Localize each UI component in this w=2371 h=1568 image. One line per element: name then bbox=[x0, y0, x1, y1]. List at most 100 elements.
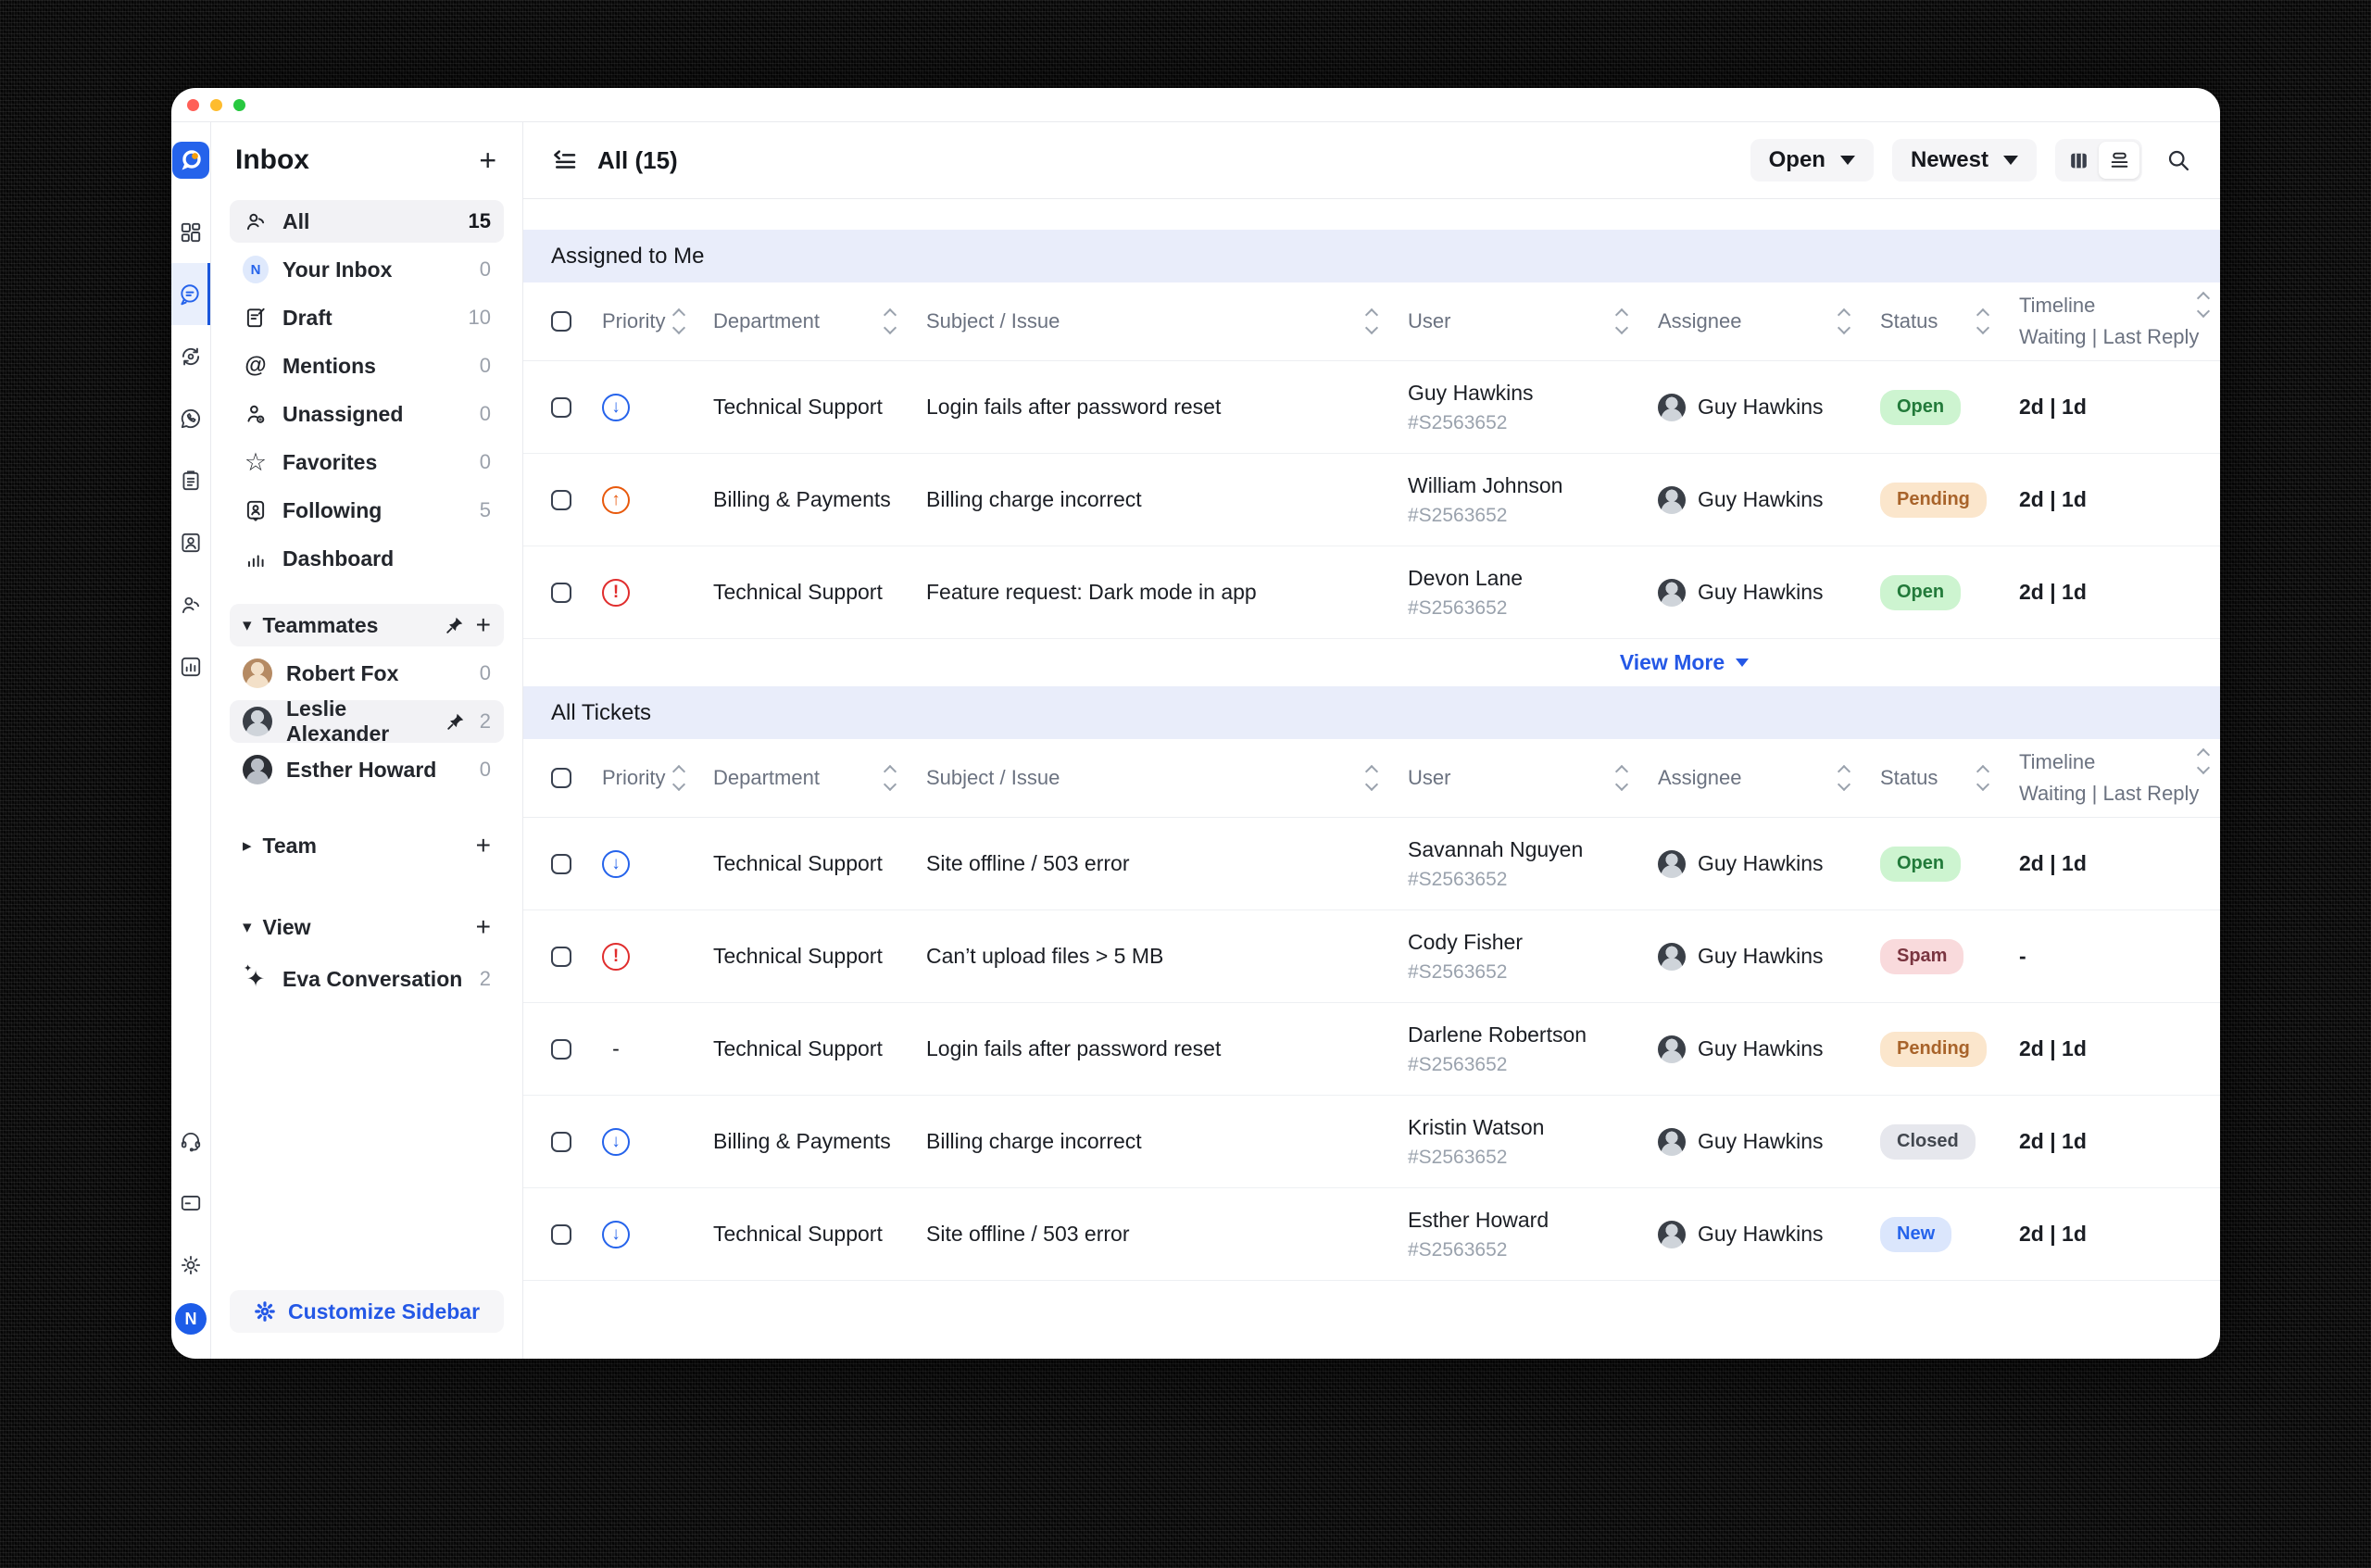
column-header-department[interactable]: Department bbox=[713, 766, 926, 790]
sidebar-item-draft[interactable]: Draft 10 bbox=[230, 296, 504, 339]
chevron-down-icon[interactable]: ▾ bbox=[243, 917, 252, 937]
add-teammate-button[interactable]: + bbox=[475, 610, 491, 639]
row-checkbox[interactable] bbox=[551, 1038, 571, 1060]
row-checkbox[interactable] bbox=[551, 946, 571, 967]
search-icon[interactable] bbox=[2163, 144, 2194, 176]
subject-cell[interactable]: Feature request: Dark mode in app bbox=[926, 580, 1257, 604]
ticket-row[interactable]: Technical Support Login fails after pass… bbox=[523, 1003, 2220, 1096]
column-header-subject[interactable]: Subject / Issue bbox=[926, 766, 1408, 790]
row-checkbox[interactable] bbox=[551, 1131, 571, 1152]
sort-icon[interactable] bbox=[1839, 310, 1849, 332]
rail-automation-sync-icon[interactable] bbox=[171, 325, 210, 387]
pin-icon[interactable] bbox=[445, 615, 465, 635]
subject-cell[interactable]: Login fails after password reset bbox=[926, 1036, 1222, 1060]
ticket-row[interactable]: Technical Support Can’t upload files > 5… bbox=[523, 910, 2220, 1003]
column-header-status[interactable]: Status bbox=[1880, 766, 2019, 790]
sort-icon[interactable] bbox=[885, 310, 895, 332]
row-checkbox[interactable] bbox=[551, 396, 571, 418]
rail-dashboard-grid-icon[interactable] bbox=[171, 201, 210, 263]
column-header-assignee[interactable]: Assignee bbox=[1658, 309, 1880, 333]
sidebar-item-dashboard[interactable]: Dashboard bbox=[230, 537, 504, 580]
subject-cell[interactable]: Billing charge incorrect bbox=[926, 487, 1142, 511]
ticket-row[interactable]: Technical Support Feature request: Dark … bbox=[523, 546, 2220, 639]
ticket-row[interactable]: Technical Support Login fails after pass… bbox=[523, 361, 2220, 454]
sort-icon[interactable] bbox=[674, 310, 684, 332]
sidebar-item-following[interactable]: Following 5 bbox=[230, 489, 504, 532]
column-header-user[interactable]: User bbox=[1408, 766, 1658, 790]
close-window-button[interactable] bbox=[187, 98, 199, 111]
subject-cell[interactable]: Can’t upload files > 5 MB bbox=[926, 944, 1164, 968]
sort-icon[interactable] bbox=[1978, 310, 1988, 332]
sidebar-item-your-inbox[interactable]: N Your Inbox 0 bbox=[230, 248, 504, 291]
sidebar-item-favorites[interactable]: ☆ Favorites 0 bbox=[230, 441, 504, 483]
ticket-row[interactable]: Billing & Payments Billing charge incorr… bbox=[523, 1096, 2220, 1188]
teammate-leslie-alexander[interactable]: Leslie Alexander 2 bbox=[230, 696, 504, 746]
sidebar-item-all[interactable]: All 15 bbox=[230, 200, 504, 243]
sort-icon[interactable] bbox=[1617, 767, 1626, 789]
sort-icon[interactable] bbox=[2199, 294, 2208, 316]
row-checkbox[interactable] bbox=[551, 489, 571, 510]
sort-order-dropdown[interactable]: Newest bbox=[1891, 139, 2037, 182]
select-all-checkbox[interactable] bbox=[551, 768, 571, 788]
sort-icon[interactable] bbox=[1617, 310, 1626, 332]
rail-teams-people-icon[interactable] bbox=[171, 573, 210, 635]
rail-settings-gear-icon[interactable] bbox=[171, 1234, 210, 1296]
add-inbox-button[interactable]: + bbox=[479, 144, 496, 177]
ticket-row[interactable]: Technical Support Site offline / 503 err… bbox=[523, 1188, 2220, 1281]
column-header-user[interactable]: User bbox=[1408, 309, 1658, 333]
row-checkbox[interactable] bbox=[551, 853, 571, 874]
app-logo-icon[interactable] bbox=[172, 142, 209, 179]
sidebar-item-eva-conversation[interactable]: ✦ Eva Conversation 2 bbox=[230, 958, 504, 1000]
rail-whatsapp-icon[interactable] bbox=[171, 387, 210, 449]
teammate-esther-howard[interactable]: Esther Howard 0 bbox=[230, 748, 504, 791]
sort-icon[interactable] bbox=[1978, 767, 1988, 789]
user-avatar[interactable]: N bbox=[175, 1303, 207, 1335]
sort-icon[interactable] bbox=[674, 767, 684, 789]
team-group-header[interactable]: ▸ Team + bbox=[243, 831, 491, 859]
add-view-button[interactable]: + bbox=[475, 912, 491, 941]
subject-cell[interactable]: Site offline / 503 error bbox=[926, 1222, 1130, 1246]
subject-cell[interactable]: Billing charge incorrect bbox=[926, 1129, 1142, 1153]
column-header-priority[interactable]: Priority bbox=[602, 766, 713, 790]
rail-tasks-clipboard-icon[interactable] bbox=[171, 449, 210, 511]
add-team-button[interactable]: + bbox=[475, 831, 491, 859]
chevron-down-icon[interactable]: ▾ bbox=[243, 615, 252, 635]
sort-icon[interactable] bbox=[1367, 310, 1376, 332]
column-header-subject[interactable]: Subject / Issue bbox=[926, 309, 1408, 333]
rail-contacts-card-icon[interactable] bbox=[171, 511, 210, 573]
column-header-assignee[interactable]: Assignee bbox=[1658, 766, 1880, 790]
subject-cell[interactable]: Login fails after password reset bbox=[926, 395, 1222, 419]
rail-reports-chart-icon[interactable] bbox=[171, 635, 210, 697]
sort-icon[interactable] bbox=[1367, 767, 1376, 789]
column-header-department[interactable]: Department bbox=[713, 309, 926, 333]
select-all-checkbox[interactable] bbox=[551, 311, 571, 332]
sidebar-item-mentions[interactable]: @ Mentions 0 bbox=[230, 345, 504, 387]
sort-icon[interactable] bbox=[2199, 750, 2208, 772]
rail-inbox-chat-icon[interactable] bbox=[171, 263, 210, 325]
column-header-timeline[interactable]: Timeline Waiting | Last Reply bbox=[2019, 750, 2214, 806]
row-checkbox[interactable] bbox=[551, 582, 571, 603]
status-filter-dropdown[interactable]: Open bbox=[1750, 139, 1874, 182]
list-view-button[interactable] bbox=[2099, 142, 2139, 179]
column-header-status[interactable]: Status bbox=[1880, 309, 2019, 333]
customize-sidebar-button[interactable]: Customize Sidebar bbox=[229, 1290, 505, 1333]
row-checkbox[interactable] bbox=[551, 1223, 571, 1245]
ticket-row[interactable]: Technical Support Site offline / 503 err… bbox=[523, 818, 2220, 910]
ticket-row[interactable]: Billing & Payments Billing charge incorr… bbox=[523, 454, 2220, 546]
minimize-window-button[interactable] bbox=[210, 98, 222, 111]
column-header-priority[interactable]: Priority bbox=[602, 309, 713, 333]
card-view-button[interactable] bbox=[2058, 142, 2099, 179]
view-group-header[interactable]: ▾ View + bbox=[243, 912, 491, 941]
column-header-timeline[interactable]: Timeline Waiting | Last Reply bbox=[2019, 294, 2214, 349]
teammates-group-header[interactable]: ▾ Teammates + bbox=[230, 604, 504, 646]
subject-cell[interactable]: Site offline / 503 error bbox=[926, 851, 1130, 875]
rail-billing-card-icon[interactable] bbox=[171, 1172, 210, 1234]
view-more-link[interactable]: View More bbox=[1620, 650, 1750, 675]
collapse-sidebar-icon[interactable] bbox=[551, 146, 579, 174]
sort-icon[interactable] bbox=[885, 767, 895, 789]
chevron-right-icon[interactable]: ▸ bbox=[243, 835, 252, 856]
teammate-robert-fox[interactable]: Robert Fox 0 bbox=[230, 652, 504, 695]
zoom-window-button[interactable] bbox=[233, 98, 245, 111]
rail-support-headset-icon[interactable] bbox=[171, 1110, 210, 1172]
sidebar-item-unassigned[interactable]: Unassigned 0 bbox=[230, 393, 504, 435]
